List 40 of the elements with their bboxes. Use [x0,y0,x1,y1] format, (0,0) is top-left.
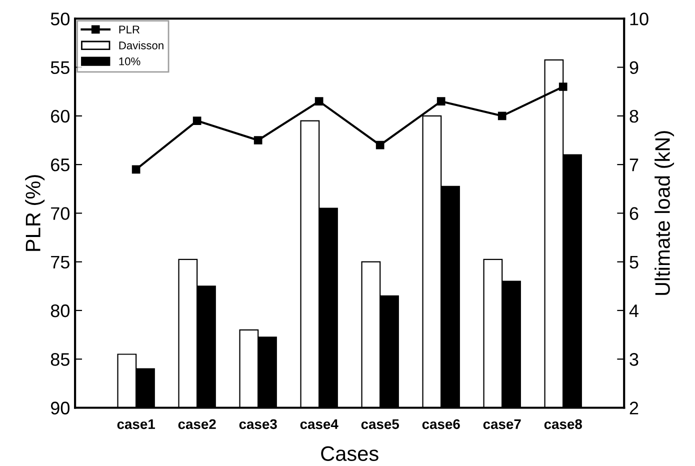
x-tick-label: case3 [239,419,277,430]
x-axis-title: Cases [321,446,378,461]
point [498,112,506,120]
x-tick-label: case5 [361,419,400,430]
legend-label: Davisson [119,41,164,50]
x-tick-label: case7 [483,419,521,430]
point [558,82,568,91]
x-tick-label: case1 [117,419,155,430]
x-tick-label: case6 [422,419,460,430]
y2-tick-label: 7 [630,158,638,172]
y2-tick-label: 5 [630,256,638,269]
y-tick-label: 70 [51,207,70,220]
y2-tick-label: 6 [630,207,638,220]
y2-tick-label: 10 [630,12,648,26]
y-tick-label: 50 [50,12,70,26]
y2-tick-label: 9 [630,61,638,74]
y-tick-label: 80 [50,304,70,318]
y2-tick-label: 4 [629,304,638,318]
y-tick-label: 65 [51,158,70,172]
point [436,97,446,106]
point [376,140,384,150]
y-tick-label: 85 [50,353,70,366]
y2-tick-label: 3 [630,353,638,366]
legend-label: PLR [119,26,140,34]
x-tick-label: case8 [544,419,582,430]
point [132,165,140,174]
y-axis-title: PLR (%) [25,175,45,251]
y2-tick-label: 2 [630,402,638,414]
y2-tick-label: 8 [630,110,638,123]
point [192,116,202,125]
x-tick-label: case2 [178,419,216,430]
legend-label: 10% [119,57,140,66]
point [314,97,324,106]
y-tick-label: 90 [50,402,70,414]
x-tick-label: case4 [300,419,338,430]
y2-axis-title: Ultimate load (kN) [654,131,674,295]
y-tick-label: 55 [50,61,70,74]
y-tick-label: 60 [51,110,70,123]
point [254,136,262,144]
y-tick-label: 75 [51,256,70,269]
